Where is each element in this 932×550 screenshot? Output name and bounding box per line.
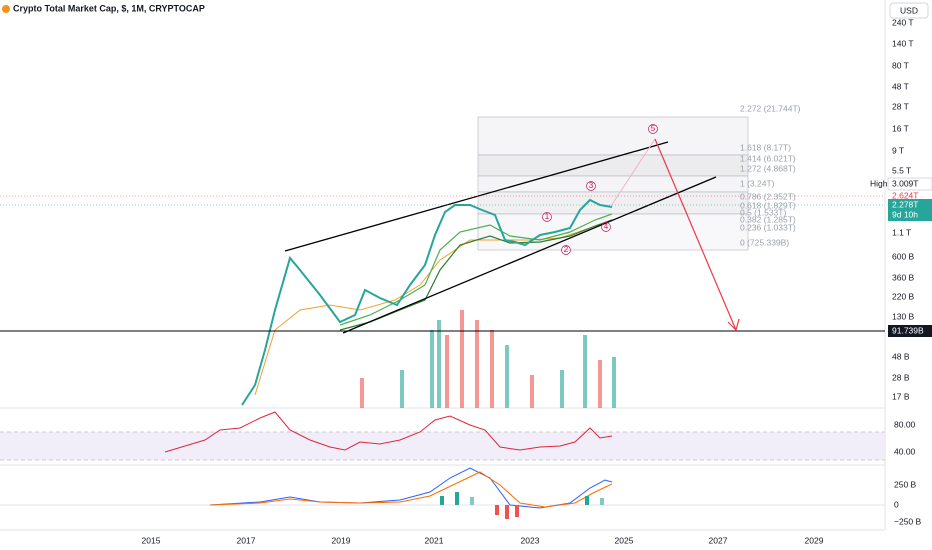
channel-lower: [342, 176, 717, 334]
price-axis-label: 9 T: [892, 145, 904, 155]
price-axis-label: 130 B: [892, 311, 915, 321]
time-axis-label: 2017: [237, 535, 256, 545]
price-axis-label: 28 T: [892, 101, 909, 111]
price-axis-label: 600 B: [892, 251, 915, 261]
time-axis-label: 2029: [805, 535, 824, 545]
price-axis-label: 140 T: [892, 38, 914, 48]
wave-circles: [542, 124, 658, 255]
channel-upper: [284, 141, 669, 252]
price-line: [241, 198, 613, 406]
fib-retracement: [477, 116, 749, 251]
time-axis-label: 2023: [521, 535, 540, 545]
moving-average: [339, 219, 613, 331]
chart-title: Crypto Total Market Cap, $, 1M, CRYPTOCA…: [13, 3, 205, 13]
wave-label: 3: [589, 181, 594, 190]
currency-label[interactable]: USD: [900, 5, 918, 15]
price-axis-label: 220 B: [892, 291, 915, 301]
high-value: 3.009T: [892, 178, 918, 188]
high-tag: [887, 177, 932, 191]
fib-label: 0 (725.339B): [740, 237, 789, 247]
wave-label: 5: [651, 124, 656, 133]
time-axis-label: 2025: [615, 535, 634, 545]
signal-line: [209, 471, 613, 508]
last-price-tag: [888, 199, 932, 221]
macd-line: [209, 467, 613, 509]
price-axis-label: 240 T: [892, 17, 914, 27]
last-price: 2.278T: [892, 199, 918, 209]
fib-label: 0.236 (1.033T): [740, 222, 796, 232]
high-label: High: [870, 178, 888, 188]
rsi-axis-label: 80.00: [894, 419, 916, 429]
fib-label: 1.272 (4.868T): [740, 163, 796, 173]
price-axis-label: 5.5 T: [892, 165, 911, 175]
fib-label: 0.786 (2.352T): [740, 191, 796, 201]
macd-axis-label: 250 B: [894, 479, 917, 489]
price-axis-label: 360 B: [892, 272, 915, 282]
rsi-line: [164, 411, 613, 453]
volume-bars: [360, 310, 616, 408]
fib-label: 1.618 (8.17T): [740, 142, 791, 152]
price-axis-label: 48 T: [892, 81, 909, 91]
fib-label: 0.382 (1.285T): [740, 214, 796, 224]
macd-axis-label: −250 B: [894, 516, 922, 526]
time-axis-label: 2015: [142, 535, 161, 545]
price-axis-label: 80 T: [892, 60, 909, 70]
time-axis-label: 2019: [332, 535, 351, 545]
macd-histogram: [440, 492, 604, 519]
price-axis-label: 28 B: [892, 372, 910, 382]
wave-label: 4: [604, 222, 609, 231]
bar-countdown: 9d 10h: [892, 209, 918, 219]
arrow-head: [727, 318, 740, 332]
moving-average: [339, 213, 613, 326]
wave-label: 2: [564, 245, 569, 254]
time-axis-label: 2021: [425, 535, 444, 545]
projection-line: [610, 138, 656, 207]
fib-label: 2.272 (21.744T): [740, 103, 801, 113]
rsi-axis-label: 40.00: [894, 446, 916, 456]
support-tag: [888, 325, 932, 337]
wave-label: 1: [545, 212, 550, 221]
fib-label: 0.618 (1.829T): [740, 200, 796, 210]
support-value: 91.739B: [892, 325, 924, 335]
currency-button[interactable]: [889, 2, 929, 19]
fib-label: 0.5 (1.533T): [740, 207, 786, 217]
price-axis-label: 48 B: [892, 351, 910, 361]
forecast-arrow: [654, 138, 737, 331]
symbol-icon: [2, 5, 10, 13]
price-axis-label: 17 B: [892, 391, 910, 401]
macd-axis-label: 0: [894, 499, 899, 509]
time-axis-label: 2027: [709, 535, 728, 545]
fib-label: 1 (3.24T): [740, 178, 775, 188]
fib-label: 1.414 (6.021T): [740, 153, 796, 163]
price-axis-label: 1.1 T: [892, 227, 911, 237]
prev-price: 2.624T: [892, 190, 918, 200]
rsi-band: [0, 432, 885, 460]
price-axis-label: 16 T: [892, 123, 909, 133]
